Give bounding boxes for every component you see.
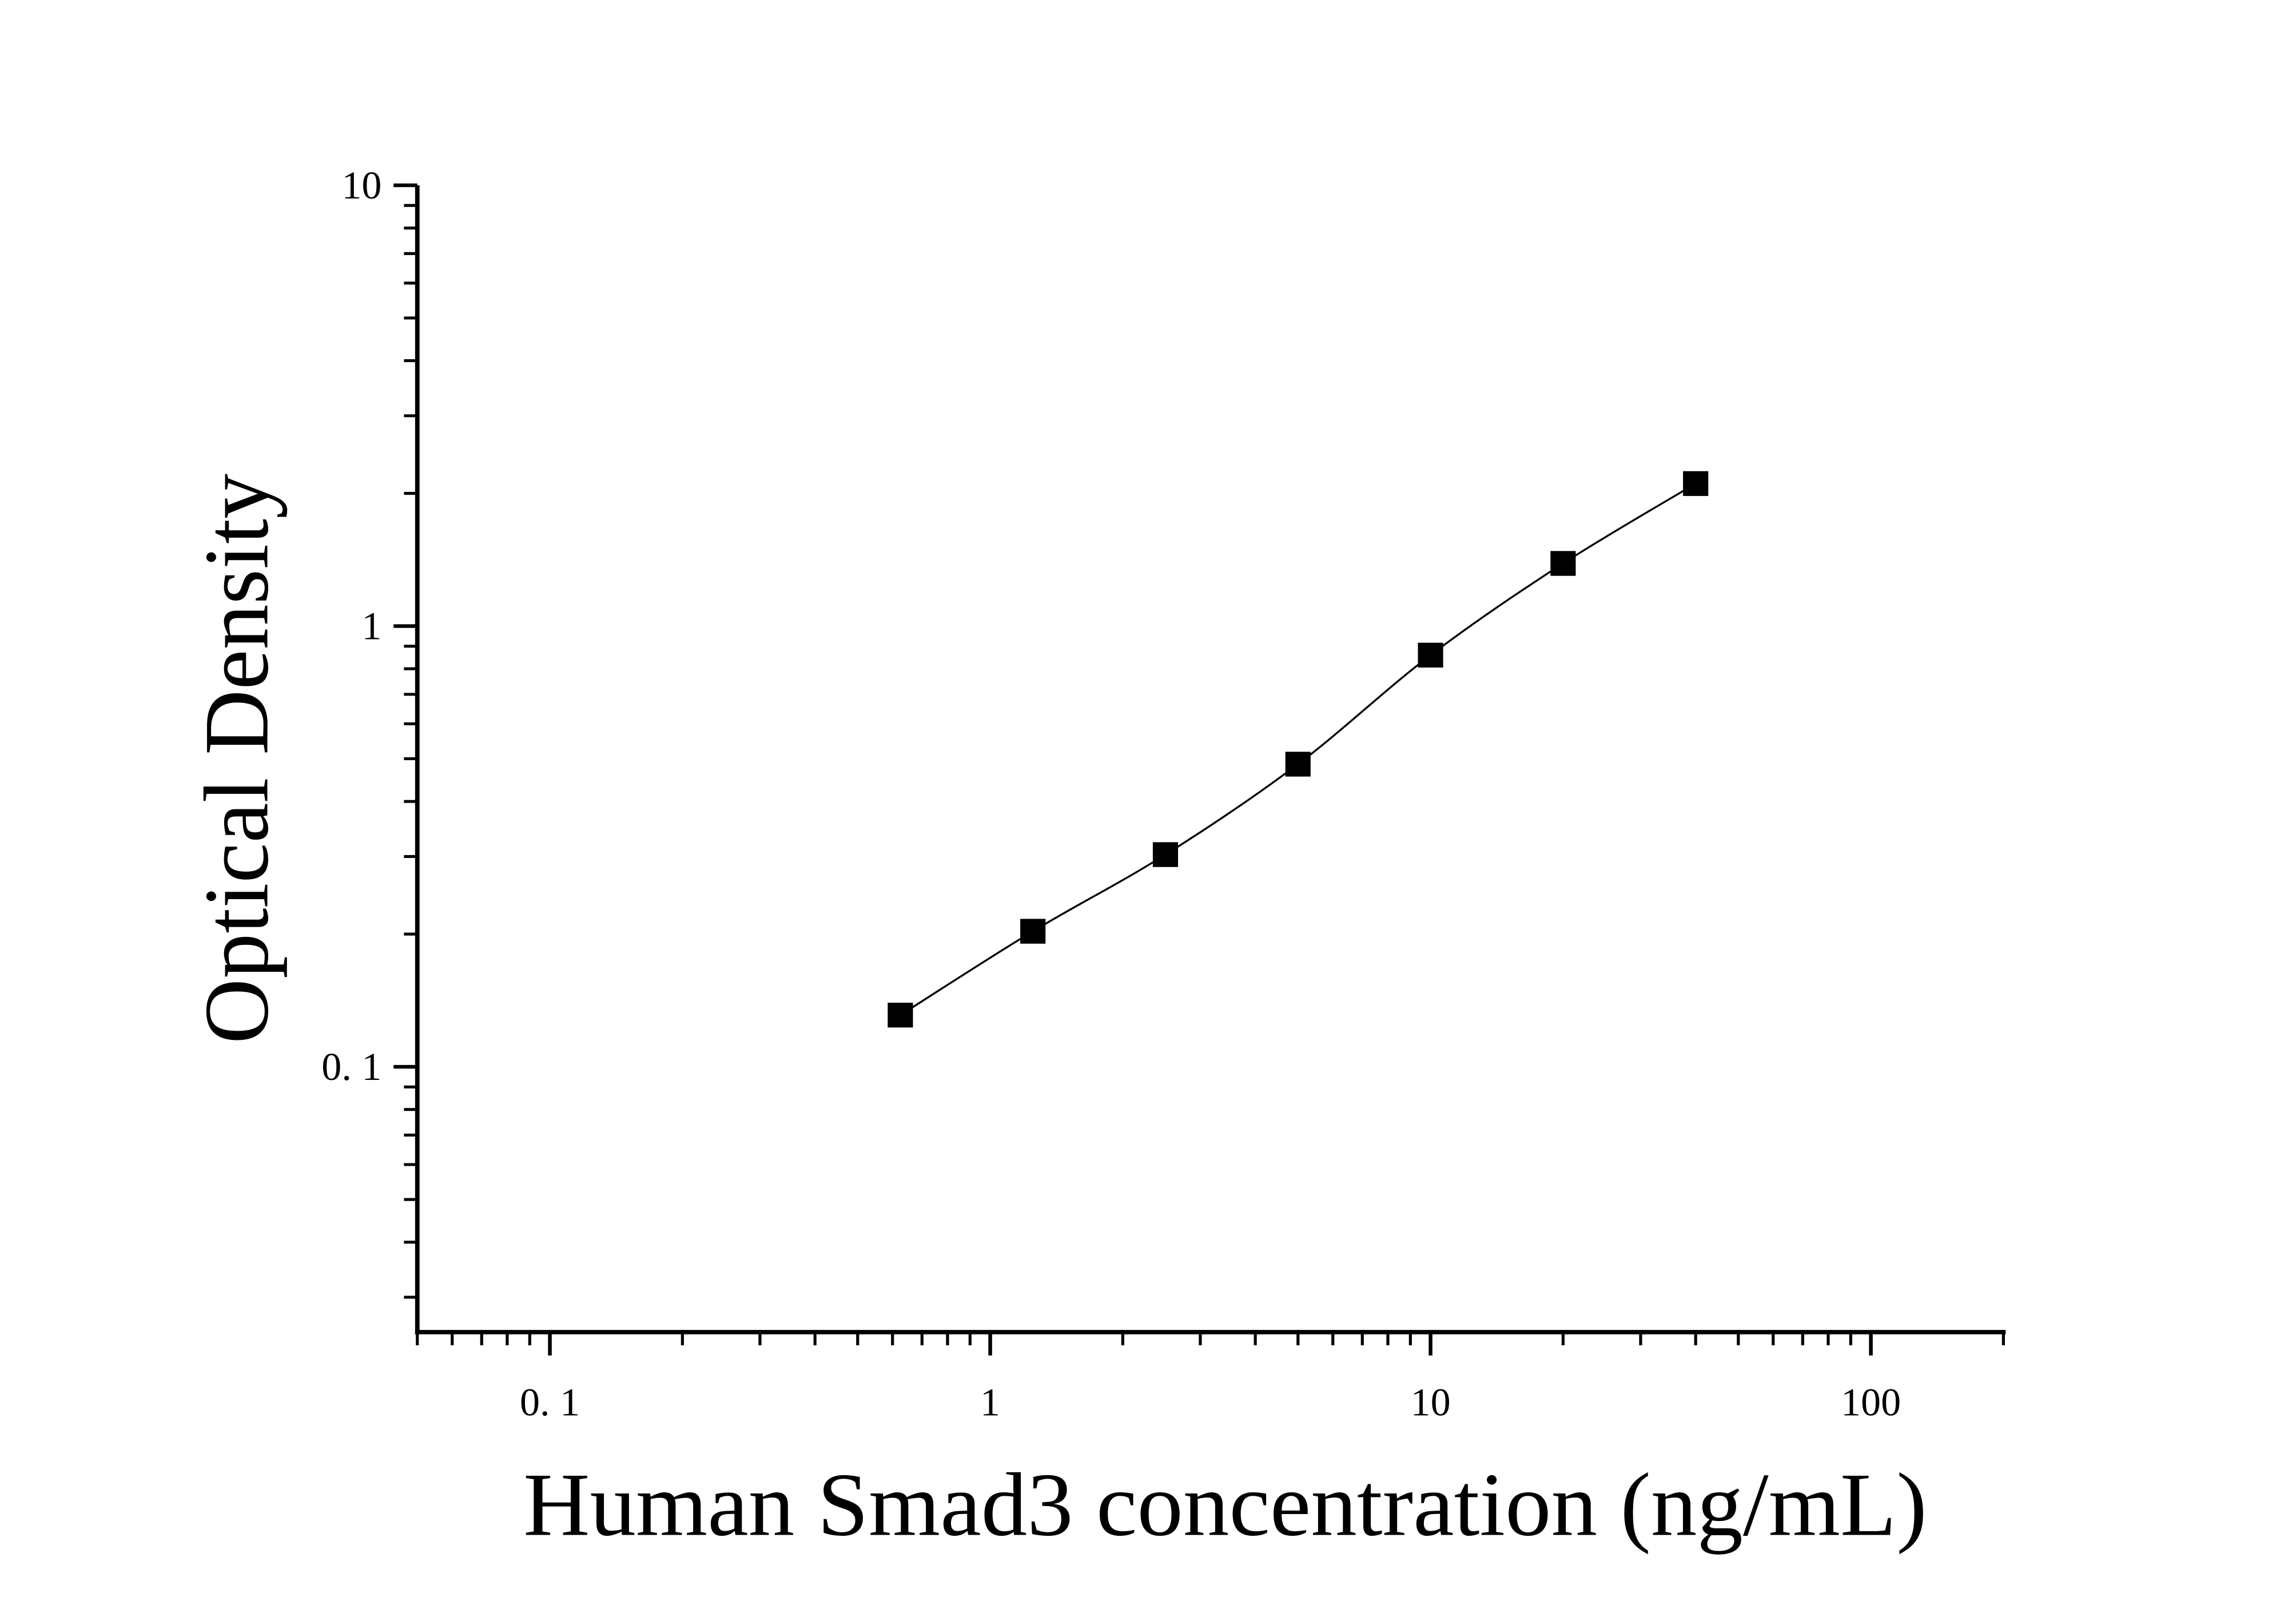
x-tick-label: 10: [1411, 1381, 1451, 1424]
point: [1020, 919, 1046, 944]
point: [1550, 551, 1576, 576]
point: [1418, 642, 1443, 668]
x-tick-label: 1: [980, 1381, 1000, 1424]
x-tick-label: 100: [1841, 1381, 1901, 1424]
y-tick-label: 10: [341, 164, 381, 207]
fit-line: [900, 483, 1697, 1016]
point: [1683, 471, 1709, 496]
x-axis-title: Human Smad3 concentration (ng/mL): [523, 1455, 1927, 1555]
point: [888, 1003, 913, 1028]
y-axis-title: Optical Density: [185, 474, 288, 1044]
y-tick-label: 1: [361, 605, 381, 648]
point: [1152, 842, 1179, 867]
y-tick-label: 0. 1: [321, 1046, 381, 1089]
point: [1285, 752, 1311, 777]
x-tick-label: 0. 1: [520, 1381, 580, 1424]
